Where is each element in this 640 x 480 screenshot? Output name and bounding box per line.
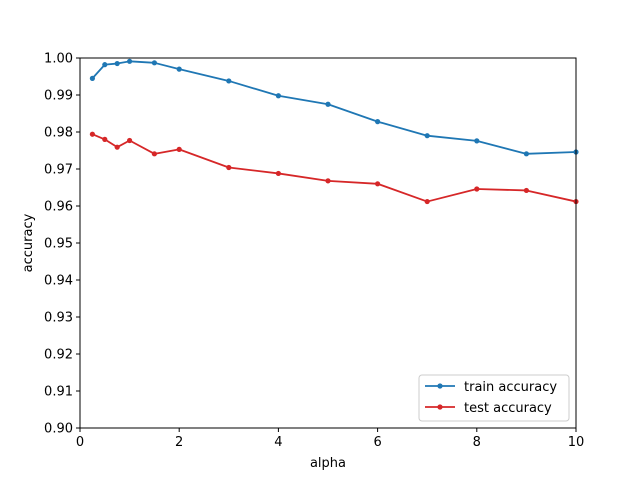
data-point-train-accuracy xyxy=(127,58,133,64)
y-tick-label: 0.93 xyxy=(44,311,73,326)
legend-label-train: train accuracy xyxy=(464,380,557,395)
data-point-train-accuracy xyxy=(523,151,530,157)
data-point-test-accuracy xyxy=(325,178,331,184)
x-tick-label: 10 xyxy=(568,435,585,450)
legend-label-test: test accuracy xyxy=(464,401,552,416)
y-tick-label: 0.98 xyxy=(44,126,73,141)
data-point-test-accuracy xyxy=(474,186,480,192)
y-tick-label: 0.96 xyxy=(44,200,73,215)
y-tick-label: 0.92 xyxy=(44,348,73,363)
legend-marker-train xyxy=(437,383,443,389)
data-point-test-accuracy xyxy=(424,198,430,205)
legend-box xyxy=(418,374,570,422)
data-point-test-accuracy xyxy=(523,187,530,194)
x-tick-label: 8 xyxy=(473,435,481,450)
data-point-test-accuracy xyxy=(127,137,133,144)
data-point-test-accuracy xyxy=(89,131,95,137)
data-point-train-accuracy xyxy=(102,62,108,68)
x-tick-label: 4 xyxy=(274,435,282,450)
data-point-train-accuracy xyxy=(89,75,95,81)
y-tick-label: 0.91 xyxy=(44,385,73,400)
series-layer xyxy=(89,58,579,205)
data-point-train-accuracy xyxy=(275,93,281,99)
legend-marker-test xyxy=(437,404,443,410)
y-tick-label: 0.97 xyxy=(44,163,73,178)
data-point-test-accuracy xyxy=(114,144,120,150)
data-point-test-accuracy xyxy=(102,136,108,142)
y-tick-label: 1.00 xyxy=(44,52,73,67)
data-point-train-accuracy xyxy=(424,133,430,139)
data-point-test-accuracy xyxy=(375,181,381,187)
legend: train accuracy test accuracy xyxy=(418,374,570,422)
data-point-test-accuracy xyxy=(275,170,281,177)
x-tick-label: 2 xyxy=(175,435,183,450)
data-point-train-accuracy xyxy=(151,60,157,66)
data-point-train-accuracy xyxy=(226,78,232,84)
data-point-train-accuracy xyxy=(325,101,331,107)
y-axis-ticks: 0.90 0.91 0.92 0.93 0.94 0.95 0.96 0.97 0.98 0.99… xyxy=(44,52,80,437)
x-axis-label: alpha xyxy=(310,456,346,471)
data-point-train-accuracy xyxy=(474,138,480,144)
x-tick-label: 0 xyxy=(76,435,84,450)
y-tick-label: 0.94 xyxy=(44,274,73,289)
data-point-test-accuracy xyxy=(226,164,232,171)
data-point-train-accuracy xyxy=(176,66,182,72)
data-point-train-accuracy xyxy=(114,60,120,67)
x-tick-label: 6 xyxy=(373,435,381,450)
y-tick-label: 0.95 xyxy=(44,237,73,252)
y-tick-label: 0.90 xyxy=(44,422,73,437)
data-point-test-accuracy xyxy=(176,146,182,152)
y-axis-label: accuracy xyxy=(21,213,36,272)
plot-area xyxy=(80,58,576,428)
x-axis-ticks: 0 2 4 6 8 10 xyxy=(76,428,584,450)
data-point-test-accuracy xyxy=(151,151,157,157)
y-tick-label: 0.99 xyxy=(44,89,73,104)
data-point-train-accuracy xyxy=(375,119,381,125)
